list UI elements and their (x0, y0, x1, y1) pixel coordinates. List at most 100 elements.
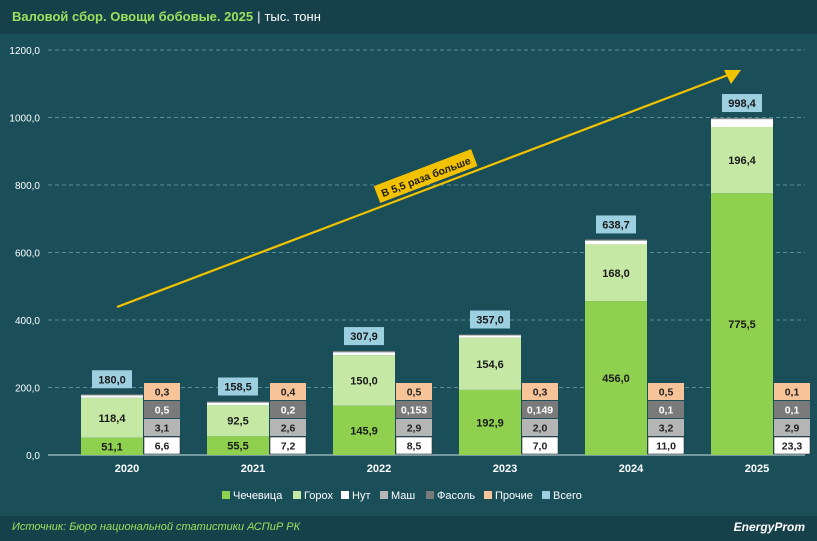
legend-swatch (542, 491, 550, 499)
cell-mash (774, 419, 810, 436)
legend-label: Фасоль (437, 490, 475, 502)
legend-swatch (380, 491, 388, 499)
y-tick-label: 400,0 (15, 316, 40, 327)
cell-fasol-label: 0,5 (155, 405, 170, 417)
cell-nut (395, 436, 433, 455)
y-tick-label: 200,0 (15, 384, 40, 395)
annotation-box (373, 149, 478, 203)
chart-title: Валовой сбор. Овощи бобовые. 2025 | тыс. т… (12, 9, 321, 24)
cell-nut-label: 7,0 (533, 441, 548, 453)
cell-prochie (774, 383, 810, 400)
data-label-gorokh: 92,5 (227, 416, 248, 428)
brand-logo: EnergyProm (734, 520, 805, 534)
cell-mash-label: 3,2 (659, 423, 674, 435)
bar-segment-nut (711, 119, 773, 127)
bar-segment-chechevitsa (459, 389, 521, 455)
brand-text: EnergyProm (733, 520, 805, 534)
bar-segment-gorokh (81, 397, 143, 438)
cell-prochie (270, 383, 306, 400)
cell-nut-label: 8,5 (407, 441, 422, 453)
cell-prochie-label: 0,4 (281, 387, 296, 399)
cell-fasol (522, 401, 558, 418)
bar-segment-fasol-prochie (81, 394, 143, 396)
y-tick-label: 1200,0 (9, 46, 40, 57)
cell-prochie-label: 0,1 (785, 387, 800, 399)
header-bar: Валовой сбор. Овощи бобовые. 2025 | тыс. т… (0, 0, 817, 34)
cell-mash-label: 2,9 (407, 423, 422, 435)
y-tick-label: 1000,0 (9, 114, 40, 125)
growth-arrow-line (116, 73, 729, 309)
x-tick-label: 2024 (619, 463, 644, 475)
x-tick-label: 2022 (367, 463, 391, 475)
legend-swatch (222, 491, 230, 499)
bar-segment-fasol-prochie (459, 334, 521, 336)
total-box (344, 327, 384, 346)
data-label-gorokh: 154,6 (476, 359, 504, 371)
bar-segment-gorokh (207, 405, 269, 437)
data-label-chechevitsa: 456,0 (602, 373, 630, 385)
cell-fasol (396, 401, 432, 418)
cell-nut-label: 11,0 (656, 441, 676, 453)
bar-segment-chechevitsa (585, 301, 647, 455)
data-label-chechevitsa: 775,5 (728, 319, 756, 331)
source-note: Источник: Бюро национальной статистики А… (12, 521, 301, 533)
cell-nut (143, 436, 181, 455)
total-label: 638,7 (602, 219, 630, 231)
data-label-chechevitsa: 145,9 (350, 425, 378, 437)
legend-swatch (484, 491, 492, 499)
total-box (218, 377, 258, 396)
cell-mash-label: 3,1 (155, 423, 170, 435)
cell-mash (648, 419, 684, 436)
total-box (596, 215, 636, 234)
y-tick-label: 800,0 (15, 181, 40, 192)
bar-segment-chechevitsa (333, 405, 395, 455)
cell-prochie (396, 383, 432, 400)
x-tick-label: 2023 (493, 463, 517, 475)
cell-mash-label: 2,6 (281, 423, 296, 435)
cell-fasol-label: 0,2 (281, 405, 296, 417)
bar-segment-nut (207, 402, 269, 406)
bar-segment-chechevitsa (711, 193, 773, 456)
bar-segment-gorokh (585, 244, 647, 302)
total-label: 180,0 (98, 374, 126, 386)
data-label-gorokh: 150,0 (350, 375, 378, 387)
total-box (470, 310, 510, 329)
cell-prochie-label: 0,3 (155, 387, 170, 399)
cell-nut (521, 436, 559, 455)
cell-nut-label: 6,6 (155, 441, 170, 453)
cell-prochie (144, 383, 180, 400)
cell-prochie (648, 383, 684, 400)
bar-segment-gorokh (333, 355, 395, 406)
bar-segment-fasol-prochie (585, 239, 647, 241)
growth-arrow-head (724, 70, 741, 84)
data-label-gorokh: 118,4 (99, 413, 127, 425)
cell-mash (270, 419, 306, 436)
data-label-gorokh: 196,4 (728, 155, 756, 167)
legend-swatch (341, 491, 349, 499)
x-tick-label: 2020 (115, 463, 139, 475)
cell-fasol-label: 0,1 (785, 405, 800, 417)
cell-prochie-label: 0,3 (533, 387, 548, 399)
x-tick-label: 2021 (241, 463, 265, 475)
bar-segment-nut (81, 395, 143, 398)
total-label: 158,5 (224, 382, 252, 394)
data-label-chechevitsa: 55,5 (227, 441, 248, 453)
bar-segment-nut (459, 335, 521, 338)
cell-fasol-label: 0,1 (659, 405, 674, 417)
legend-label: Горох (304, 490, 333, 502)
data-label-chechevitsa: 51,1 (101, 441, 122, 453)
cell-prochie-label: 0,5 (407, 387, 422, 399)
cell-fasol (144, 401, 180, 418)
total-label: 998,4 (728, 98, 756, 110)
legend-swatch (426, 491, 434, 499)
cell-fasol-label: 0,149 (527, 405, 553, 417)
total-box (722, 94, 762, 113)
cell-prochie (522, 383, 558, 400)
legend-swatch (293, 491, 301, 499)
cell-nut-label: 7,2 (281, 441, 296, 453)
bar-segment-nut (585, 240, 647, 245)
bar-segment-fasol-prochie (711, 118, 773, 119)
cell-mash (396, 419, 432, 436)
y-tick-label: 600,0 (15, 249, 40, 260)
cell-fasol (648, 401, 684, 418)
